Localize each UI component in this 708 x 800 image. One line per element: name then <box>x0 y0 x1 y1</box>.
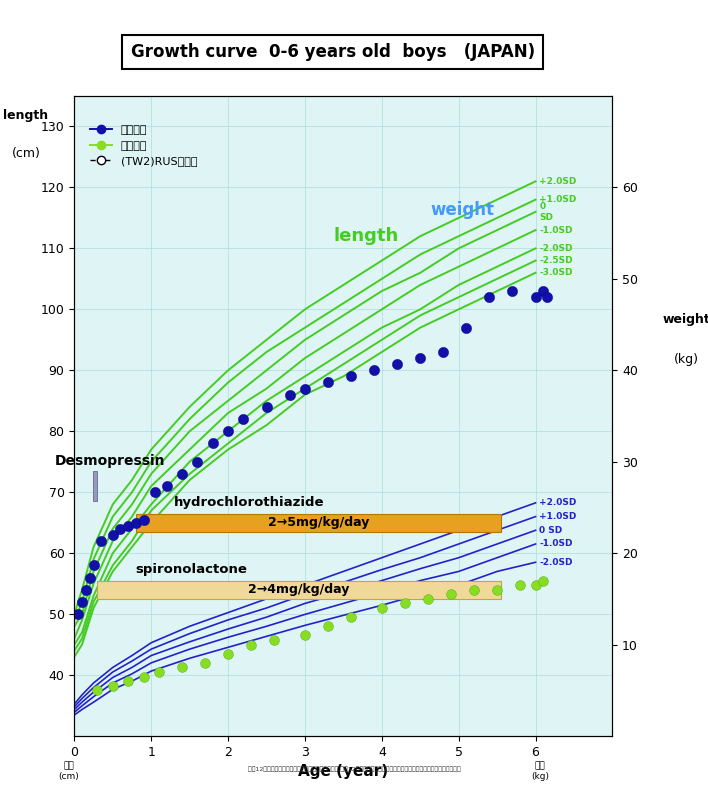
Text: spironolactone: spironolactone <box>136 562 248 576</box>
Text: 身長
(cm): 身長 (cm) <box>59 762 79 781</box>
Point <box>399 597 411 610</box>
Text: length: length <box>4 109 48 122</box>
Point <box>122 674 134 687</box>
Text: -1.0SD: -1.0SD <box>539 226 573 234</box>
Point <box>484 290 495 303</box>
Text: weight: weight <box>430 202 494 219</box>
Point <box>507 285 518 298</box>
Point <box>261 401 272 414</box>
Text: -1.0SD: -1.0SD <box>539 539 573 549</box>
Text: Growth curve  0-6 years old  boys   (JAPAN): Growth curve 0-6 years old boys (JAPAN) <box>131 43 535 61</box>
X-axis label: Age (year): Age (year) <box>298 764 389 779</box>
Point <box>422 593 433 606</box>
Text: (kg): (kg) <box>674 354 700 366</box>
Point <box>96 534 107 547</box>
Bar <box>136 514 501 532</box>
Point <box>461 322 472 334</box>
Point <box>88 559 99 572</box>
Point <box>346 610 357 623</box>
Point <box>537 574 549 587</box>
Point <box>322 376 333 389</box>
Point <box>176 661 188 674</box>
Point <box>149 486 161 498</box>
Text: +1.0SD: +1.0SD <box>539 195 577 204</box>
Point <box>346 370 357 382</box>
Text: 平成12年幼児身体発育調査結果報告書を参照および 平成12年発育統計調査結果報告書（文部科学省）のデータを元に作成: 平成12年幼児身体発育調査結果報告書を参照および 平成12年発育統計調査結果報告… <box>248 767 460 772</box>
Point <box>491 583 503 596</box>
Point <box>176 467 188 480</box>
Bar <box>93 471 97 502</box>
Point <box>138 514 149 526</box>
Point <box>530 578 541 591</box>
Text: 2→5mg/kg/day: 2→5mg/kg/day <box>268 516 369 529</box>
Point <box>542 290 553 303</box>
Point <box>107 529 118 542</box>
Legend: 身長曲線, 体重曲線, (TW2)RUS骨年齢: 身長曲線, 体重曲線, (TW2)RUS骨年齢 <box>85 121 202 170</box>
Point <box>299 629 311 642</box>
Point <box>392 358 403 370</box>
Point <box>438 346 449 358</box>
Point <box>445 588 457 601</box>
Point <box>115 522 126 535</box>
Point <box>222 425 234 438</box>
Text: +2.0SD: +2.0SD <box>539 498 577 507</box>
Text: Desmopressin: Desmopressin <box>55 454 166 468</box>
Point <box>92 684 103 697</box>
Text: 2→4mg/kg/day: 2→4mg/kg/day <box>249 583 350 596</box>
Text: 体重
(kg): 体重 (kg) <box>531 762 549 781</box>
Point <box>368 364 379 377</box>
Point <box>192 455 203 468</box>
Text: length: length <box>333 227 399 245</box>
Text: weight: weight <box>663 314 708 326</box>
Point <box>268 634 280 646</box>
Text: 0
SD: 0 SD <box>539 202 554 222</box>
Point <box>376 602 387 614</box>
Point <box>515 578 526 591</box>
Point <box>238 413 249 426</box>
Point <box>322 620 333 633</box>
Point <box>138 670 149 683</box>
Point <box>161 480 172 493</box>
Point <box>415 352 426 365</box>
Point <box>469 583 480 596</box>
Point <box>80 583 91 596</box>
Point <box>84 571 96 584</box>
Text: -2.5SD: -2.5SD <box>539 256 573 265</box>
Point <box>299 382 311 395</box>
Text: 0 SD: 0 SD <box>539 526 563 534</box>
Point <box>200 657 211 670</box>
Point <box>130 516 142 529</box>
Point <box>284 388 295 401</box>
Point <box>76 595 88 608</box>
Text: -3.0SD: -3.0SD <box>539 268 573 278</box>
Point <box>72 608 84 621</box>
Text: -2.0SD: -2.0SD <box>539 558 573 566</box>
Text: -2.0SD: -2.0SD <box>539 244 573 253</box>
Point <box>122 519 134 532</box>
Point <box>107 679 118 692</box>
Text: hydrochlorothiazide: hydrochlorothiazide <box>174 496 325 509</box>
Text: +2.0SD: +2.0SD <box>539 177 577 186</box>
Text: (cm): (cm) <box>11 147 40 160</box>
Point <box>153 666 164 678</box>
Point <box>537 285 549 298</box>
Point <box>207 437 218 450</box>
Bar <box>98 581 501 599</box>
Point <box>222 647 234 660</box>
Point <box>530 290 541 303</box>
Point <box>246 638 257 651</box>
Text: +1.0SD: +1.0SD <box>539 512 577 521</box>
